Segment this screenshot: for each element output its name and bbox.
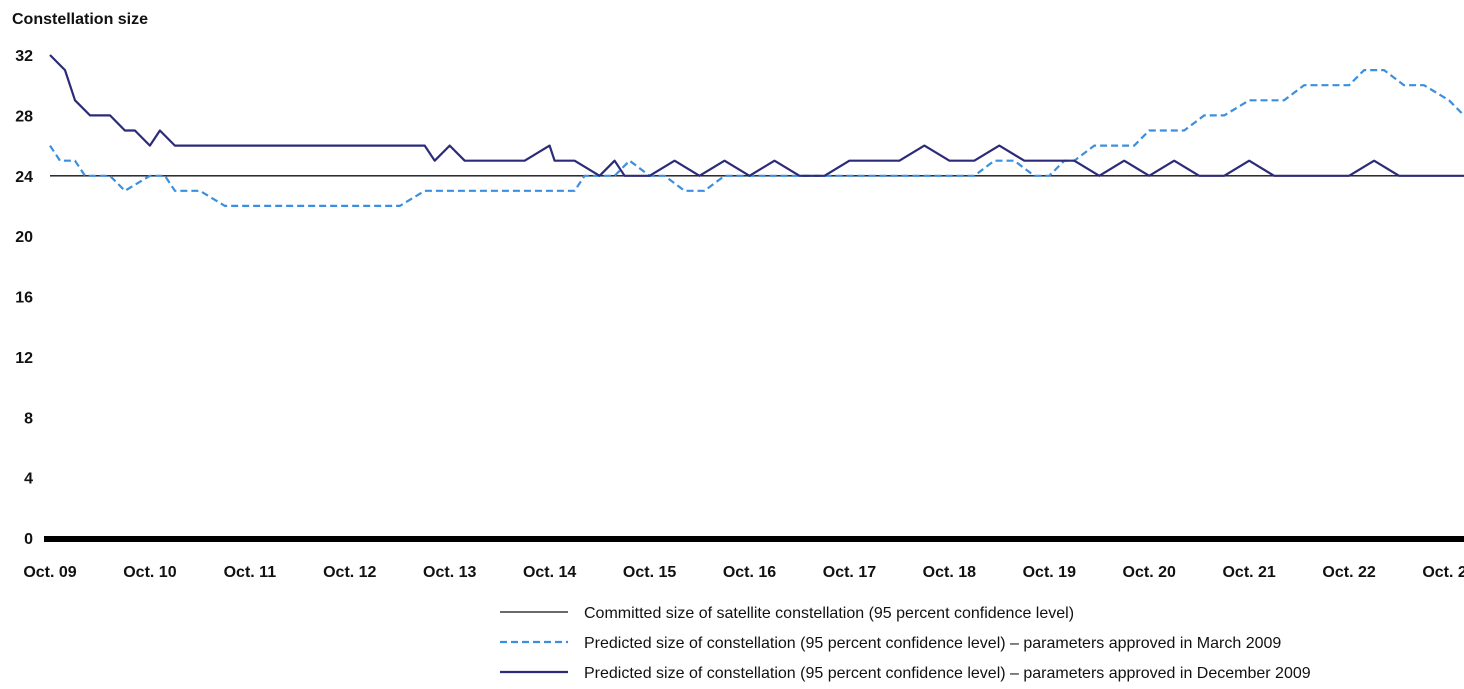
legend: Committed size of satellite constellatio…	[500, 605, 1311, 682]
series-layer	[49, 54, 1464, 207]
y-axis: 0 4 8 12 16 20 24 28 32	[15, 48, 33, 548]
y-axis-label: Constellation size	[12, 11, 148, 28]
x-tick-label: Oct. 13	[423, 564, 476, 581]
x-tick-label: Oct. 12	[323, 564, 376, 581]
y-tick-label: 16	[15, 290, 33, 307]
y-tick-label: 32	[15, 48, 33, 65]
x-tick-label: Oct. 16	[723, 564, 776, 581]
legend-entry-1: Committed size of satellite constellatio…	[584, 605, 1074, 622]
y-tick-label: 24	[15, 169, 33, 186]
y-tick-label: 8	[24, 410, 33, 427]
x-tick-label: Oct. 18	[923, 564, 976, 581]
legend-entry-3: Predicted size of constellation (95 perc…	[584, 665, 1311, 682]
y-tick-label: 12	[15, 350, 33, 367]
x-tick-label: Oct. 20	[1123, 564, 1176, 581]
x-tick-label: Oct. 10	[123, 564, 176, 581]
x-tick-label: Oct. 14	[523, 564, 576, 581]
y-tick-label: 0	[24, 531, 33, 548]
x-tick-label: Oct. 19	[1023, 564, 1076, 581]
y-tick-label: 20	[15, 229, 33, 246]
series-line-2	[49, 69, 1464, 207]
x-tick-label: Oct. 11	[224, 564, 277, 581]
y-tick-label: 4	[24, 471, 33, 488]
legend-entry-2: Predicted size of constellation (95 perc…	[584, 635, 1281, 652]
x-tick-label: Oct. 15	[623, 564, 676, 581]
x-tick-label: Oct. 22	[1322, 564, 1375, 581]
series-line-3	[49, 54, 1464, 177]
x-tick-label: Oct. 09	[23, 564, 76, 581]
x-axis: Oct. 09 Oct. 10 Oct. 11 Oct. 12 Oct. 13 Oct. …	[23, 564, 1464, 581]
x-tick-label: Oct. 21	[1222, 564, 1275, 581]
x-tick-label: Oct. 17	[823, 564, 876, 581]
x-tick-label: Oct. 23	[1422, 564, 1464, 581]
y-tick-label: 28	[15, 108, 33, 125]
